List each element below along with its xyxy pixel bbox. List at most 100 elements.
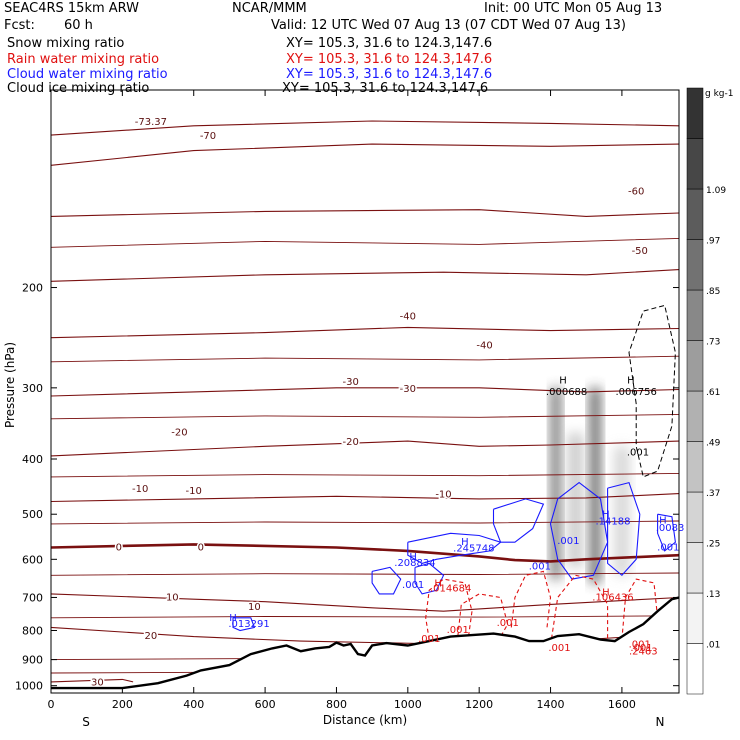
isotherm-11 xyxy=(51,678,134,683)
cloud_water-label-6: H xyxy=(602,510,610,521)
colorbar-swatch-6 xyxy=(686,340,704,392)
x-tick-label-4: 800 xyxy=(326,698,347,711)
colorbar-swatch-10 xyxy=(686,138,704,190)
colorbar-swatch-7 xyxy=(686,289,704,341)
y-tick-label-3: 500 xyxy=(22,508,43,521)
field-xy-snow: XY= 105.3, 31.6 to 124.3,147.6 xyxy=(286,36,493,51)
isotherm-minor-0 xyxy=(51,237,679,248)
field-xy-cloud-ice: XY= 105.3, 31.6 to 124.3,147.6 xyxy=(282,81,489,96)
colorbar-swatch-9 xyxy=(686,188,704,240)
rain-label-6: .001 xyxy=(497,618,519,629)
cloud_water-label-8: H xyxy=(659,516,667,527)
rain-label-0: H xyxy=(434,579,442,590)
x-tick-label-1: 200 xyxy=(112,698,133,711)
snow-contour xyxy=(628,304,676,478)
colorbar-swatch-2 xyxy=(686,542,704,594)
isotherm-label-4-0: -40 xyxy=(400,312,416,323)
snow-label-0: H xyxy=(559,375,567,386)
org-label: NCAR/MMM xyxy=(232,1,307,16)
isotherm-minor-2 xyxy=(51,413,679,420)
field-xy-rain: XY= 105.3, 31.6 to 124.3,147.6 xyxy=(286,52,493,67)
cloud-water-contour-2 xyxy=(549,481,609,580)
isotherm-label-8-0: 0 xyxy=(116,543,122,554)
x-tick-label-6: 1200 xyxy=(465,698,493,711)
x-tick-label-8: 1600 xyxy=(608,698,636,711)
x-tick-label-7: 1400 xyxy=(537,698,565,711)
cloud_water-label-13: .013291 xyxy=(228,619,269,630)
isotherm-6 xyxy=(51,440,679,457)
isotherm-label-11-0: 30 xyxy=(91,677,104,688)
field-name-snow: Snow mixing ratio xyxy=(7,36,125,51)
cloud-water-contour-0 xyxy=(407,532,502,564)
south-label: S xyxy=(82,715,90,729)
isotherm-label-1-0: -70 xyxy=(200,131,216,142)
colorbar-swatch-8 xyxy=(686,239,704,291)
x-tick-label-2: 400 xyxy=(183,698,204,711)
isotherm-0 xyxy=(51,120,679,136)
isotherm-label-9-1: 10 xyxy=(248,602,261,613)
terrain-profile xyxy=(51,596,679,690)
colorbar-swatch-11 xyxy=(686,87,704,139)
isotherm-8 xyxy=(51,543,679,563)
isotherm-minor-1 xyxy=(51,355,679,363)
isotherm-5 xyxy=(51,387,679,397)
y-tick-label-5: 700 xyxy=(22,591,43,604)
isotherm-label-8-1: 0 xyxy=(198,543,204,554)
isotherm-label-7-0: -10 xyxy=(132,484,148,495)
rain-label-7: .001 xyxy=(548,643,570,654)
rain-label-3: .106436 xyxy=(592,593,633,604)
field-name-cloud-ice: Cloud ice mixing ratio xyxy=(7,81,150,96)
isotherm-label-10-0: 20 xyxy=(145,631,158,642)
isotherm-label-0-0: -73.37 xyxy=(135,117,167,128)
isotherm-2 xyxy=(51,209,679,217)
isotherm-minor-5 xyxy=(51,572,679,576)
cloud_water-label-9: .0083 xyxy=(656,523,685,534)
rain-label-4: .001 xyxy=(418,634,440,645)
snow-label-3: .006756 xyxy=(616,387,657,398)
y-tick-label-7: 900 xyxy=(22,654,43,667)
axes: 0 200 400 600 800 1000 1200 1400 160020030040050… xyxy=(15,90,679,711)
y-tick-label-6: 800 xyxy=(22,624,43,637)
temperature-contours: -73.37 -70 -60 -50 -40 -40 -30 -30 -20 -20 -10 -10 -… xyxy=(51,115,679,690)
snow-shade-column-3 xyxy=(614,446,629,576)
colorbar-label-3: .37 xyxy=(706,489,720,499)
field-xy-cloud-water: XY= 105.3, 31.6 to 124.3,147.6 xyxy=(286,67,493,82)
cloud_water-label-5: .001 xyxy=(557,536,579,547)
y-tick-label-8: 1000 xyxy=(15,680,43,693)
cloud_water-label-0: H xyxy=(461,537,469,548)
isotherm-label-4-1: -40 xyxy=(476,341,492,352)
y-tick-label-4: 600 xyxy=(22,553,43,566)
isotherm-minor-6 xyxy=(51,615,679,619)
cloud-water-contours xyxy=(232,481,676,632)
colorbar-label-4: .49 xyxy=(706,439,721,449)
colorbar-swatch-5 xyxy=(686,390,704,442)
colorbar: .01 .13 .25 .37 .49 .61 .73 .85 .97 1.09 xyxy=(686,87,726,695)
init-time: Init: 00 UTC Mon 05 Aug 13 xyxy=(484,1,663,16)
cloud_water-label-4: .001 xyxy=(402,580,424,591)
snow-ice-shading xyxy=(551,387,629,583)
north-label: N xyxy=(656,715,665,729)
colorbar-swatch-0 xyxy=(686,643,704,695)
colorbar-label-7: .85 xyxy=(706,287,720,297)
isotherm-label-7-2: -10 xyxy=(435,490,451,501)
y-tick-label-2: 400 xyxy=(22,453,43,466)
cloud-water-contour-6 xyxy=(414,562,445,595)
isotherm-3 xyxy=(51,269,679,282)
isotherm-label-3-0: -50 xyxy=(632,246,648,257)
isotherm-7 xyxy=(51,493,679,503)
isotherm-9 xyxy=(51,593,679,612)
terrain-fill xyxy=(51,597,679,693)
field-name-rain: Rain water mixing ratio xyxy=(7,52,160,67)
colorbar-label-6: .73 xyxy=(706,338,720,348)
snow-label-4: .001 xyxy=(627,447,649,458)
snow-label-2: H xyxy=(627,375,635,386)
colorbar-label-9: 1.09 xyxy=(706,186,726,196)
cloud-water-contour-1 xyxy=(492,498,545,543)
y-tick-label-1: 300 xyxy=(22,382,43,395)
snow-label-1: .000688 xyxy=(546,387,587,398)
isotherm-label-2-0: -60 xyxy=(628,186,644,197)
cloud_water-label-7: .14188 xyxy=(595,517,630,528)
colorbar-swatch-3 xyxy=(686,491,704,543)
cloud-water-contour-7 xyxy=(232,617,256,632)
